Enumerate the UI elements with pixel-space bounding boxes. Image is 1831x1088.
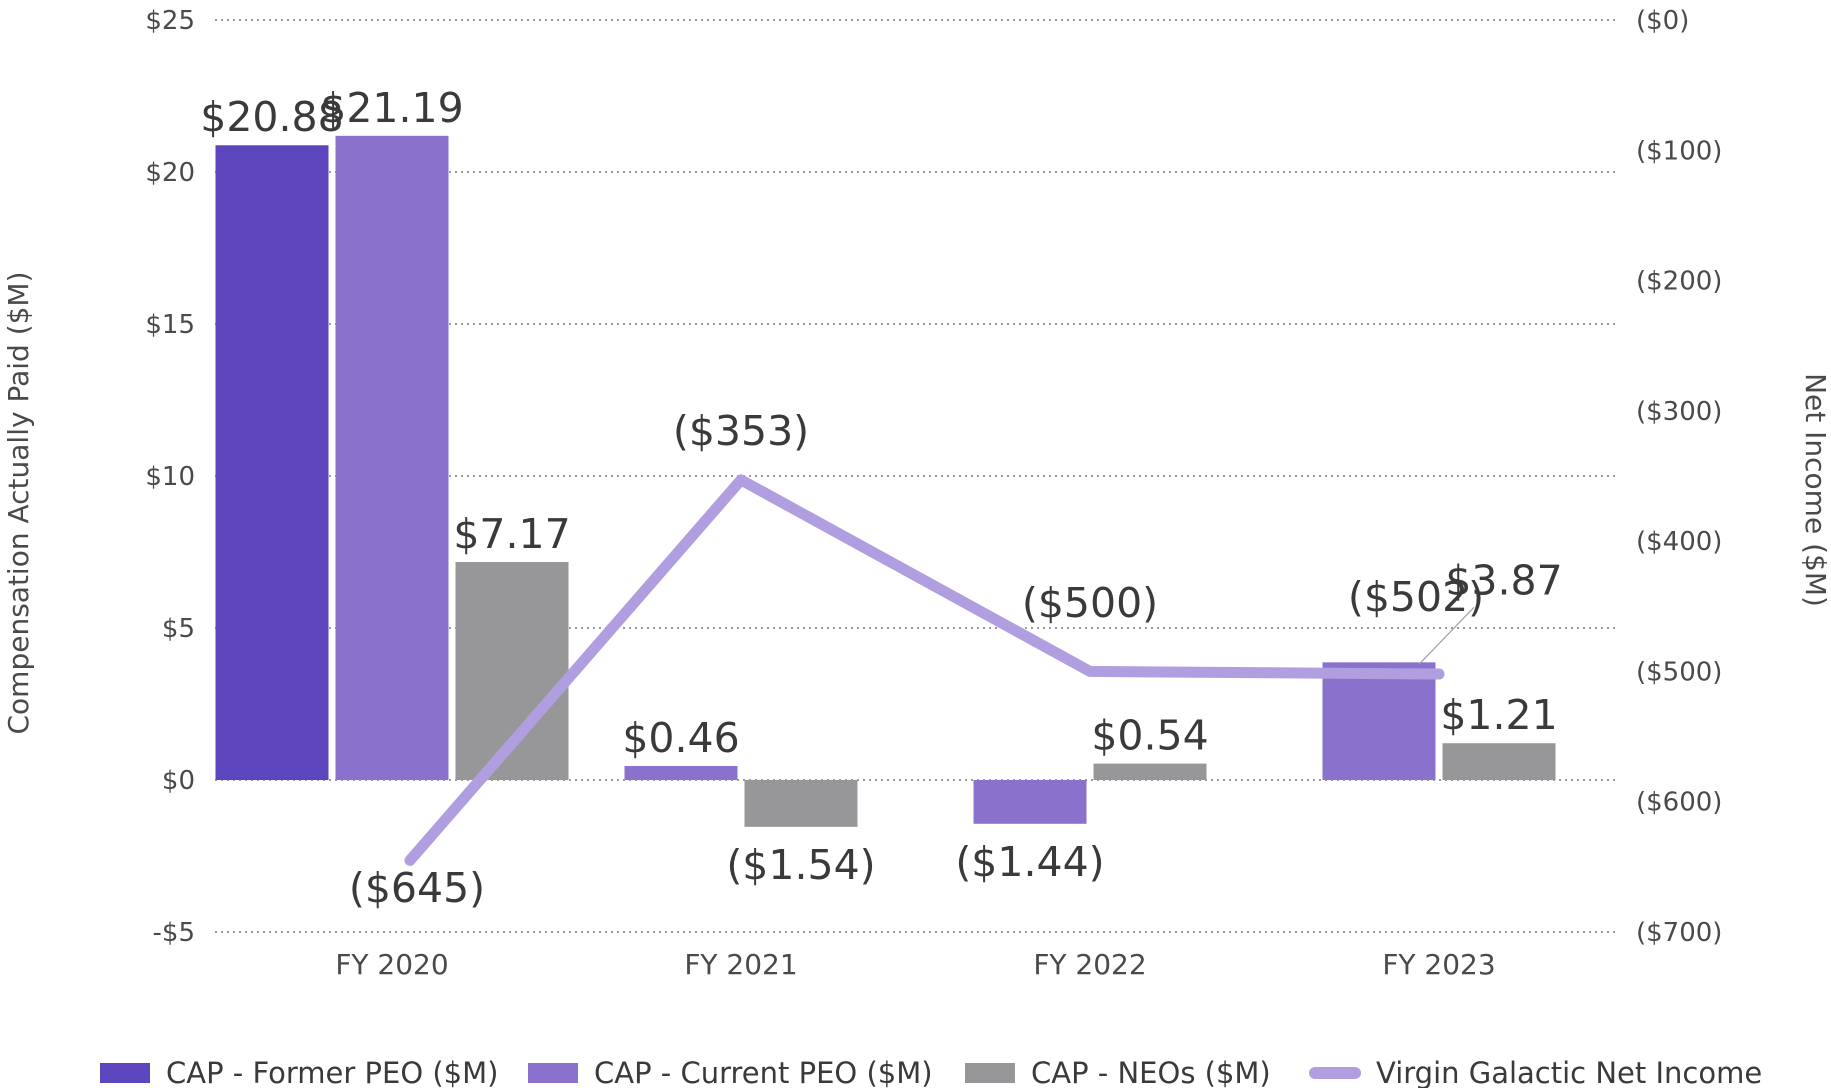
right-axis-ticks: ($0) ($100) ($200) ($300) ($400) ($500) ($600)… bbox=[1636, 6, 1722, 948]
leader-line bbox=[1418, 606, 1475, 665]
data-labels: $20.88$21.19 $7.17 $0.46 ($1.54) ($1.44) $0.5… bbox=[200, 84, 1562, 912]
legend-swatch bbox=[100, 1063, 150, 1083]
right-tick-label: ($500) bbox=[1636, 657, 1722, 687]
right-tick-label: ($0) bbox=[1636, 6, 1689, 36]
data-label: $1.21 bbox=[1440, 691, 1557, 739]
line-data-label: ($502) bbox=[1348, 573, 1484, 621]
legend-label: CAP - Former PEO ($M) bbox=[166, 1056, 498, 1088]
legend-label: CAP - Current PEO ($M) bbox=[594, 1056, 933, 1088]
category-label: FY 2021 bbox=[684, 948, 797, 981]
left-axis-title: Compensation Actually Paid ($M) bbox=[2, 271, 35, 734]
bar-cap-neos-m bbox=[1442, 743, 1556, 780]
data-label: $0.46 bbox=[622, 714, 739, 762]
right-axis-title: Net Income ($M) bbox=[1799, 373, 1831, 607]
right-tick-label: ($700) bbox=[1636, 918, 1722, 948]
line-virgin-galactic-net-income bbox=[404, 474, 1445, 866]
net-income-line bbox=[404, 474, 1445, 866]
data-label: ($1.54) bbox=[726, 841, 875, 889]
category-label: FY 2023 bbox=[1382, 948, 1495, 981]
data-label: ($1.44) bbox=[955, 838, 1104, 886]
data-label: $0.54 bbox=[1091, 712, 1208, 760]
left-tick-label: $25 bbox=[145, 6, 195, 36]
legend-label: Virgin Galactic Net Income bbox=[1376, 1056, 1762, 1088]
left-tick-label: -$5 bbox=[153, 918, 195, 948]
right-tick-label: ($100) bbox=[1636, 136, 1722, 166]
line-data-label: ($500) bbox=[1022, 579, 1158, 627]
left-tick-label: $10 bbox=[145, 462, 195, 492]
left-tick-label: $5 bbox=[162, 614, 195, 644]
legend-item-cap-neos-m: CAP - NEOs ($M) bbox=[965, 1056, 1271, 1088]
legend-swatch bbox=[528, 1063, 578, 1083]
legend-swatch bbox=[965, 1063, 1015, 1083]
legend: CAP - Former PEO ($M) CAP - Current PEO (… bbox=[100, 1056, 1762, 1088]
category-labels: FY 2020 FY 2021 FY 2022 FY 2023 bbox=[335, 948, 1495, 981]
bars bbox=[215, 135, 1556, 827]
legend-item-virgin-galactic-net-income: Virgin Galactic Net Income bbox=[1309, 1056, 1762, 1088]
legend-label: CAP - NEOs ($M) bbox=[1031, 1056, 1271, 1088]
legend-item-cap-current-peo-m: CAP - Current PEO ($M) bbox=[528, 1056, 933, 1088]
data-label: $7.17 bbox=[453, 510, 570, 558]
bar-cap-current-peo-m bbox=[624, 766, 738, 780]
bar-cap-current-peo-m bbox=[335, 135, 449, 781]
right-tick-label: ($600) bbox=[1636, 788, 1722, 818]
left-tick-label: $15 bbox=[145, 310, 195, 340]
data-label: $3.87 bbox=[1445, 556, 1562, 604]
data-label: $21.19 bbox=[320, 84, 463, 132]
bar-cap-current-peo-m bbox=[973, 780, 1087, 824]
bar-cap-current-peo-m bbox=[1322, 662, 1436, 780]
left-axis-ticks: $25 $20 $15 $10 $5 $0 -$5 bbox=[145, 6, 195, 948]
bar-cap-neos-m bbox=[744, 780, 858, 827]
line-data-label: ($645) bbox=[349, 864, 485, 912]
bar-cap-former-peo-m bbox=[215, 145, 329, 781]
left-tick-label: $0 bbox=[162, 766, 195, 796]
right-tick-label: ($300) bbox=[1636, 397, 1722, 427]
legend-item-cap-former-peo-m: CAP - Former PEO ($M) bbox=[100, 1056, 498, 1088]
right-tick-label: ($200) bbox=[1636, 267, 1722, 297]
category-label: FY 2022 bbox=[1033, 948, 1146, 981]
data-label: $20.88 bbox=[200, 93, 343, 141]
line-data-label: ($353) bbox=[673, 407, 809, 455]
bar-cap-neos-m bbox=[1093, 763, 1207, 780]
right-tick-label: ($400) bbox=[1636, 527, 1722, 557]
category-label: FY 2020 bbox=[335, 948, 448, 981]
left-tick-label: $20 bbox=[145, 158, 195, 188]
